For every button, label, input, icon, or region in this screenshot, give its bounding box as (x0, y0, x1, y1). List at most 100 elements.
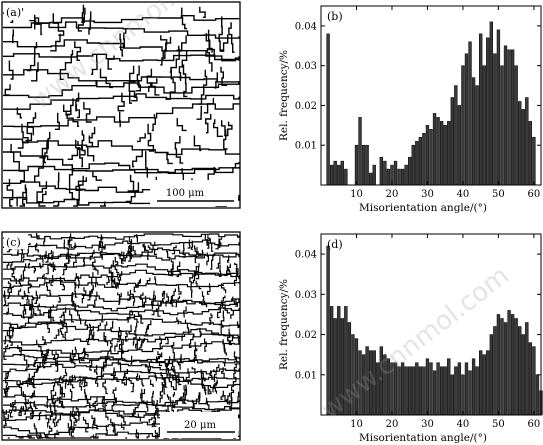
grain-boundary (38, 190, 47, 207)
bar (510, 49, 515, 186)
grain-boundary (92, 171, 102, 181)
grain-boundary (75, 273, 80, 289)
grain-boundary (168, 265, 174, 276)
x-tick-label: 10 (350, 189, 363, 200)
grain-boundary (67, 233, 72, 249)
grain-boundary (203, 97, 215, 114)
grain-boundary (3, 370, 240, 385)
x-axis-title: Misorientation angle/(°) (359, 432, 487, 444)
grain-boundary (75, 139, 83, 168)
bar (482, 354, 486, 416)
grain-boundary (152, 290, 155, 306)
grain-boundary (119, 28, 127, 48)
grain-boundary (200, 373, 203, 384)
grain-boundary (113, 422, 118, 435)
grain-boundary (31, 62, 39, 82)
grain-boundary (92, 396, 98, 411)
grain-boundary (114, 343, 118, 352)
grain-boundary (147, 123, 155, 152)
y-tick-label: 0.04 (295, 21, 317, 32)
grain-boundary (151, 114, 156, 132)
plot-frame (320, 5, 542, 186)
grain-boundary (46, 398, 49, 409)
grain-boundary (214, 72, 218, 89)
grain-boundary (75, 92, 80, 112)
grain-boundary (172, 392, 175, 398)
grain-boundary (136, 373, 139, 381)
bar (464, 53, 469, 186)
bar (415, 140, 419, 186)
bar (500, 318, 504, 416)
bar (461, 374, 465, 416)
grain-boundary (44, 434, 52, 439)
grain-boundary (91, 272, 94, 286)
bar (475, 366, 479, 416)
grain-boundary (151, 302, 160, 316)
bar (489, 21, 493, 186)
grain-boundary (178, 50, 188, 81)
grain-boundary (124, 250, 129, 262)
grain-boundary (220, 66, 228, 86)
grain-boundary (141, 389, 147, 405)
grain-boundary (132, 245, 137, 255)
grain-boundary (158, 336, 162, 350)
grain-boundary (87, 334, 90, 345)
grain-boundary (50, 380, 57, 395)
grain-boundary (83, 379, 88, 387)
grain-boundary (44, 250, 47, 259)
grain-boundary (38, 432, 41, 439)
grain-boundary (106, 276, 110, 285)
grain-boundary (39, 254, 44, 264)
grain-boundary (96, 322, 101, 332)
grain-boundary (75, 175, 84, 201)
grain-boundary (89, 331, 93, 340)
bar (408, 156, 412, 186)
bar (500, 65, 504, 186)
grain-boundary (222, 339, 227, 356)
grain-boundary (101, 314, 104, 323)
bar (496, 314, 501, 416)
grain-boundary (205, 114, 212, 134)
bar (528, 121, 533, 186)
grain-boundary (59, 307, 67, 318)
y-tick-label: 0.02 (295, 101, 317, 112)
grain-boundary (154, 276, 157, 285)
grain-boundary (118, 271, 123, 281)
grain-boundary (171, 245, 177, 255)
micrograph-a-frame (1, 1, 241, 209)
bar (454, 85, 458, 186)
grain-boundary (114, 256, 119, 266)
grain-boundary (45, 415, 50, 428)
grain-boundary (39, 262, 42, 269)
grain-boundary (160, 35, 168, 60)
grain-boundary (26, 42, 38, 72)
grain-boundary (3, 76, 240, 98)
grain-boundary (208, 313, 213, 325)
grain-boundary (170, 366, 176, 381)
bar (532, 137, 536, 186)
grain-boundary (124, 369, 128, 386)
grain-boundary (107, 55, 115, 70)
grain-boundary (73, 199, 78, 207)
grain-boundary (206, 235, 210, 246)
grain-boundary (146, 277, 151, 285)
grain-boundary (199, 6, 206, 18)
bar (528, 342, 533, 416)
grain-boundary (178, 373, 180, 383)
bar (436, 362, 440, 416)
grain-boundary (221, 367, 225, 379)
grain-boundary (132, 331, 137, 346)
grain-boundary (147, 245, 153, 250)
grain-boundary (29, 390, 35, 399)
grain-boundary (43, 348, 49, 365)
grain-boundary (191, 366, 197, 374)
bar (489, 334, 493, 416)
grain-boundary (10, 143, 25, 182)
grain-boundary (166, 364, 171, 379)
grain-boundary (68, 165, 75, 200)
grain-boundary (3, 290, 7, 306)
bar (496, 29, 501, 186)
grain-boundary (235, 299, 238, 307)
grain-boundary (125, 182, 140, 203)
grain-boundary (21, 247, 23, 257)
